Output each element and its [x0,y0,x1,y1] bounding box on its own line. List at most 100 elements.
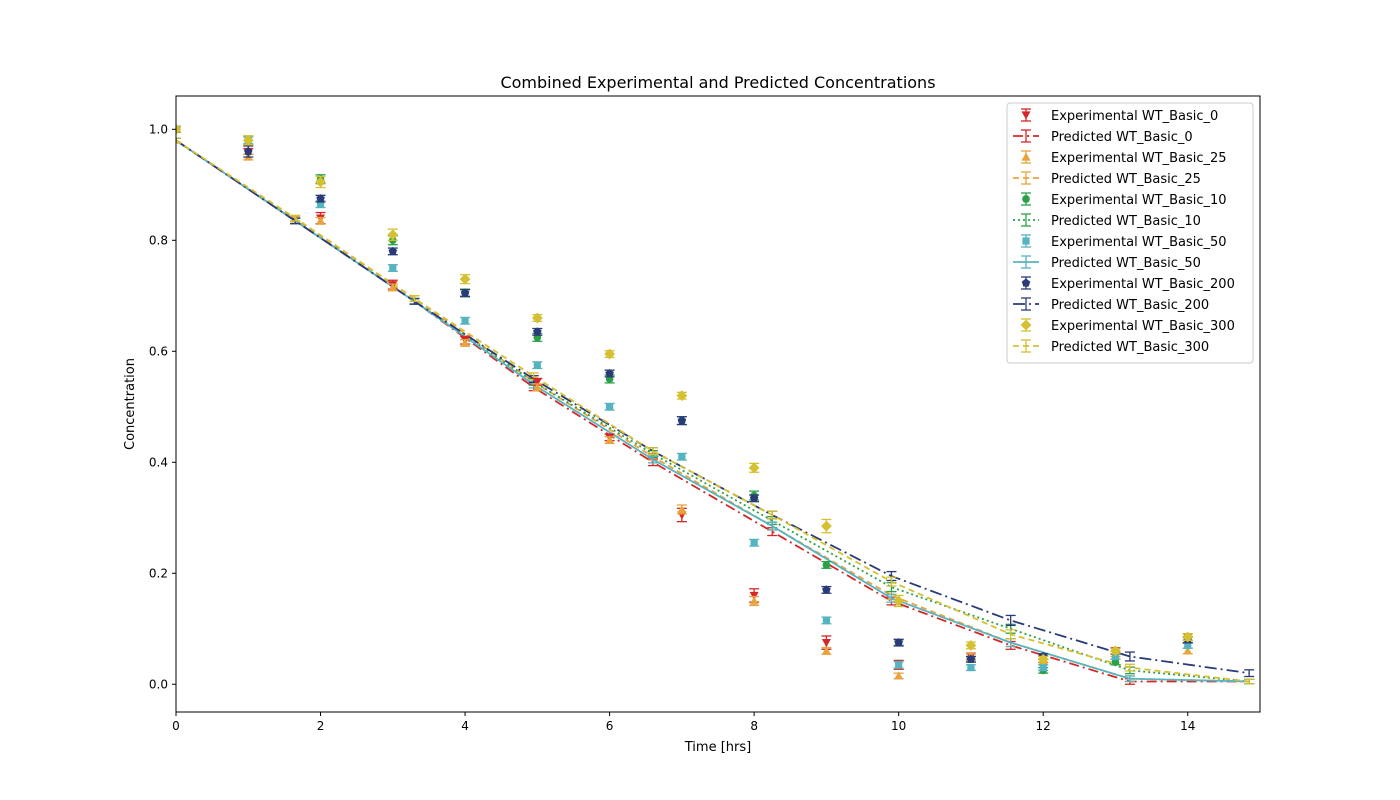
x-tick-label: 6 [606,719,614,733]
experimental-error-bar [176,125,181,133]
legend-entry: Predicted WT_Basic_200 [1013,297,1209,313]
predicted-error-bar [647,455,658,464]
y-tick-label: 0.2 [149,566,168,580]
experimental-point [821,646,831,655]
experimental-point [606,403,614,411]
experimental-point [894,638,903,647]
x-tick-label: 10 [891,719,906,733]
predicted-error-bar [1005,629,1016,640]
legend-label: Predicted WT_Basic_50 [1051,256,1201,271]
plot-frame [175,95,1261,713]
legend-entry: Experimental WT_Basic_25 [1021,150,1227,166]
y-tick-label: 0.6 [149,344,168,358]
predicted-error-bar [1124,651,1135,662]
experimental-point [605,435,615,444]
x-tick-label: 14 [1180,719,1195,733]
experimental-point [1182,631,1194,643]
legend-label: Experimental WT_Basic_10 [1051,193,1227,208]
predicted-error-bar [647,447,658,456]
experimental-point [532,378,542,387]
legend-entry: Predicted WT_Basic_0 [1013,129,1193,145]
experimental-point [1110,645,1121,657]
experimental-point [1111,658,1120,666]
experimental-point [243,146,253,156]
experimental-point [966,654,976,663]
legend-label: Experimental WT_Basic_200 [1051,277,1235,292]
legend-entry: Predicted WT_Basic_25 [1013,171,1201,187]
x-axis-ticks: 0 2 4 6 8 10 12 14 [172,712,1195,733]
experimental-point [749,493,759,502]
experimental-point [316,216,326,225]
experimental-point [1184,641,1192,650]
experimental-point [967,664,975,672]
experimental-point [176,123,182,135]
legend-label: Experimental WT_Basic_300 [1051,319,1235,334]
legend-marker [1022,195,1030,203]
x-tick-label: 12 [1036,719,1051,733]
experimental-point [676,390,688,402]
legend-marker [1021,278,1031,287]
experimental-point [677,504,687,514]
predicted-error-bar [1244,669,1255,678]
legend-marker [1021,152,1031,161]
experimental-point [749,591,759,600]
legend-box [1006,102,1254,364]
legend-label: Experimental WT_Basic_0 [1051,109,1218,124]
x-tick-label: 0 [172,719,180,733]
legend-label: Predicted WT_Basic_300 [1051,340,1209,355]
predicted-error-bar [767,521,778,531]
experimental-point [822,616,830,625]
experimental-point [460,288,470,297]
legend: Experimental WT_Basic_0 Predicted WT_Basi… [1006,102,1254,364]
experimental-point [605,368,614,378]
legend-marker [1022,237,1030,245]
legend-entry: Experimental WT_Basic_10 [1021,192,1227,208]
experimental-point [750,539,758,547]
x-tick-label: 2 [317,719,325,733]
experimental-point [461,317,469,325]
predicted-error-bar [290,214,301,222]
experimental-point [895,661,903,669]
plot-clipped [176,123,1255,685]
predicted-line [176,139,1250,683]
legend-label: Predicted WT_Basic_10 [1051,214,1201,229]
experimental-point [242,134,254,146]
y-tick-label: 1.0 [149,122,168,136]
experimental-point [749,596,759,605]
experimental-point [821,520,832,532]
predicted-error-bar [176,137,181,144]
experimental-point [316,194,325,203]
x-tick-label: 4 [461,719,469,733]
experimental-point [460,338,470,347]
legend-label: Predicted WT_Basic_0 [1051,130,1193,145]
predicted-line [176,139,1250,675]
experimental-point [533,361,541,369]
y-axis-label: Concentration [123,358,138,450]
experimental-point [387,229,399,241]
experimental-point [893,595,905,607]
experimental-point [677,416,687,425]
experimental-point [604,348,615,360]
experimental-point [388,246,398,256]
y-tick-label: 0.4 [149,455,168,469]
predicted-error-bar [409,295,420,302]
x-tick-label: 8 [750,719,758,733]
y-tick-label: 0.0 [149,677,168,691]
experimental-point [678,453,686,461]
legend-label: Predicted WT_Basic_200 [1051,298,1209,313]
experimental-point [316,200,325,208]
legend-entry: Experimental WT_Basic_200 [1021,276,1235,292]
legend-label: Experimental WT_Basic_25 [1051,151,1227,166]
legend-entry: Predicted WT_Basic_50 [1013,255,1201,271]
experimental-point [1039,664,1047,672]
experimental-point [459,273,471,285]
plot-area [176,123,1255,685]
experimental-point [388,282,398,292]
experimental-point [822,585,831,594]
experimental-point [894,671,904,680]
predicted-error-bar [767,510,778,520]
y-tick-label: 0.8 [149,233,168,247]
experimental-point [1183,646,1193,655]
experimental-point [965,640,977,651]
legend-entry: Predicted WT_Basic_300 [1013,339,1209,355]
